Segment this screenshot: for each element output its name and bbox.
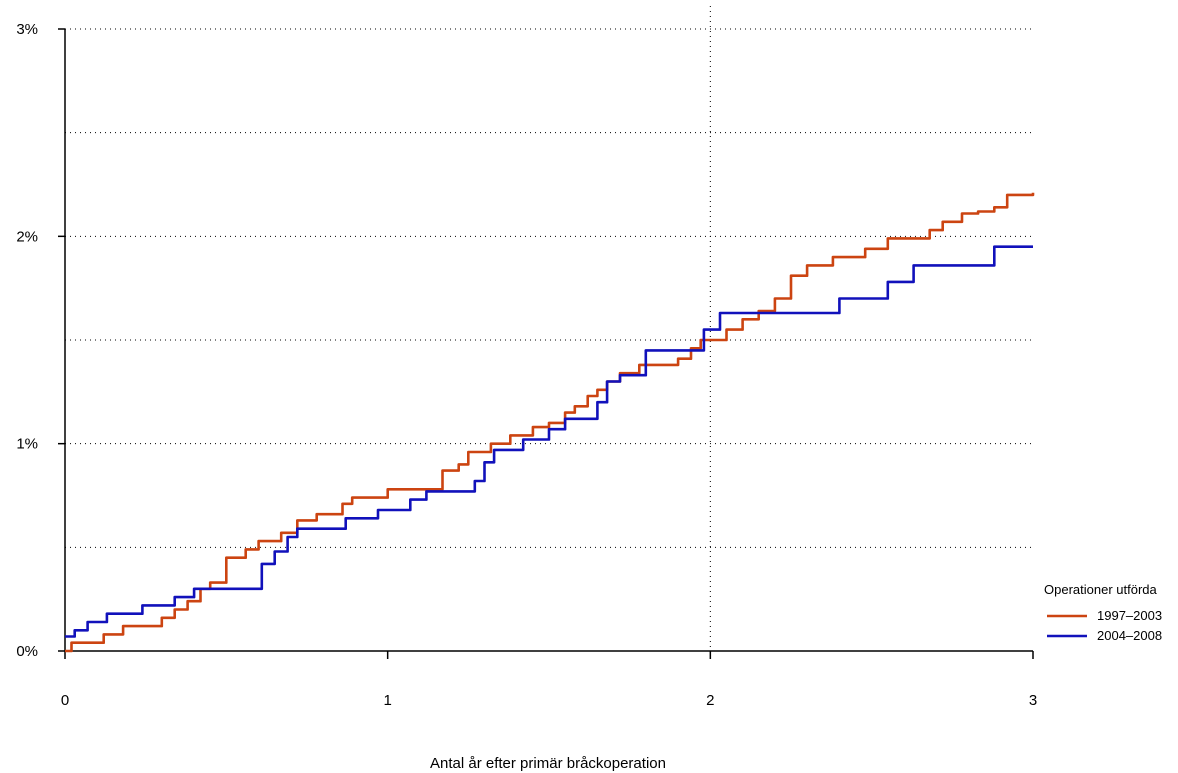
legend-title: Operationer utförda	[1044, 582, 1158, 597]
x-axis-label: Antal år efter primär bråckoperation	[430, 755, 666, 772]
x-tick-label: 0	[61, 692, 69, 709]
legend: Operationer utförda 1997–2003 2004–2008	[1044, 582, 1162, 643]
y-tick-label: 1%	[16, 436, 38, 453]
x-tick-label: 1	[383, 692, 391, 709]
legend-label: 1997–2003	[1097, 608, 1162, 623]
axes: 0% 1% 2% 3% 0 1 2 3	[16, 21, 1037, 709]
series-lines	[65, 192, 1035, 653]
y-tick-label: 2%	[16, 228, 38, 245]
x-tick-label: 3	[1029, 692, 1037, 709]
y-tick-label: 0%	[16, 643, 38, 660]
y-tick-label: 3%	[16, 21, 38, 38]
grid	[65, 6, 1033, 651]
series-line	[65, 245, 1033, 638]
legend-label: 2004–2008	[1097, 628, 1162, 643]
x-tick-label: 2	[706, 692, 714, 709]
series-line	[65, 192, 1035, 653]
